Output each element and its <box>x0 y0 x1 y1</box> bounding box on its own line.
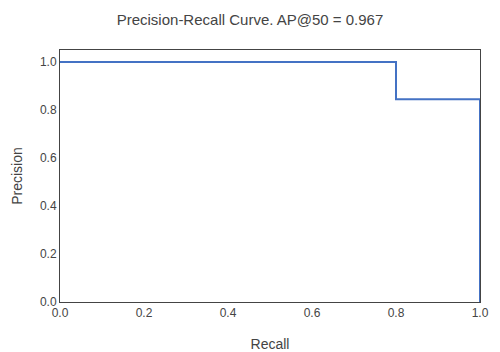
svg-text:0.8: 0.8 <box>388 306 405 320</box>
svg-text:Precision: Precision <box>9 147 25 205</box>
svg-text:0.4: 0.4 <box>220 306 237 320</box>
svg-text:Recall: Recall <box>251 336 290 352</box>
svg-text:1.0: 1.0 <box>40 55 57 69</box>
svg-text:0.0: 0.0 <box>52 306 69 320</box>
svg-text:Precision-Recall Curve. AP@50: Precision-Recall Curve. AP@50 = 0.967 <box>117 11 384 28</box>
svg-text:0.6: 0.6 <box>304 306 321 320</box>
svg-text:1.0: 1.0 <box>472 306 489 320</box>
svg-text:0.4: 0.4 <box>40 199 57 213</box>
svg-text:0.2: 0.2 <box>40 247 57 261</box>
svg-text:0.2: 0.2 <box>136 306 153 320</box>
svg-text:0.8: 0.8 <box>40 103 57 117</box>
svg-text:0.0: 0.0 <box>40 295 57 309</box>
svg-text:0.6: 0.6 <box>40 151 57 165</box>
